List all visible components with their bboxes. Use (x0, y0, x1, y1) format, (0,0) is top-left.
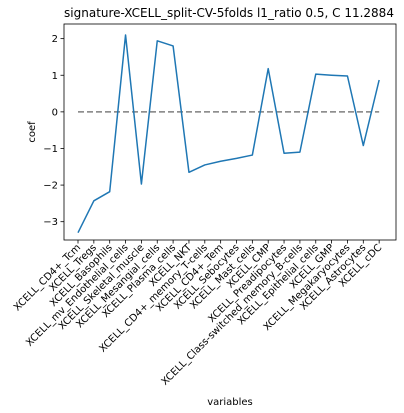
data-point (172, 45, 174, 47)
data-point (331, 74, 333, 76)
data-point (378, 79, 380, 81)
data-point (93, 200, 95, 202)
y-tick-label: 2 (52, 34, 58, 45)
data-point (236, 157, 238, 159)
data-point (204, 164, 206, 166)
y-axis-label: coef (27, 121, 38, 143)
y-tick-label: 1 (52, 71, 58, 82)
y-axis: −3 −2 −1 0 1 2 (43, 34, 64, 228)
data-point (283, 152, 285, 154)
data-point (140, 183, 142, 185)
data-point (188, 171, 190, 173)
plot-area-frame (63, 23, 397, 241)
data-point (315, 73, 317, 75)
y-tick-label: −3 (43, 217, 58, 228)
data-point (220, 160, 222, 162)
data-point (156, 40, 158, 42)
y-tick-label: −1 (43, 144, 58, 155)
data-point (109, 191, 111, 193)
y-tick-label: 0 (52, 107, 58, 118)
data-point (346, 75, 348, 77)
data-point (77, 232, 79, 234)
data-point (299, 151, 301, 153)
coefficient-series-line (77, 34, 380, 234)
data-point (267, 68, 269, 70)
data-point (125, 34, 127, 36)
data-point (362, 145, 364, 147)
x-axis-label: variables (207, 397, 253, 408)
x-axis: XCELL_CD4+_TcmXCELL_TregsXCELL_Basophils… (12, 240, 384, 388)
y-tick-label: −2 (43, 181, 58, 192)
data-point (251, 154, 253, 156)
chart-title: signature-XCELL_split-CV-5folds l1_ratio… (64, 6, 394, 20)
